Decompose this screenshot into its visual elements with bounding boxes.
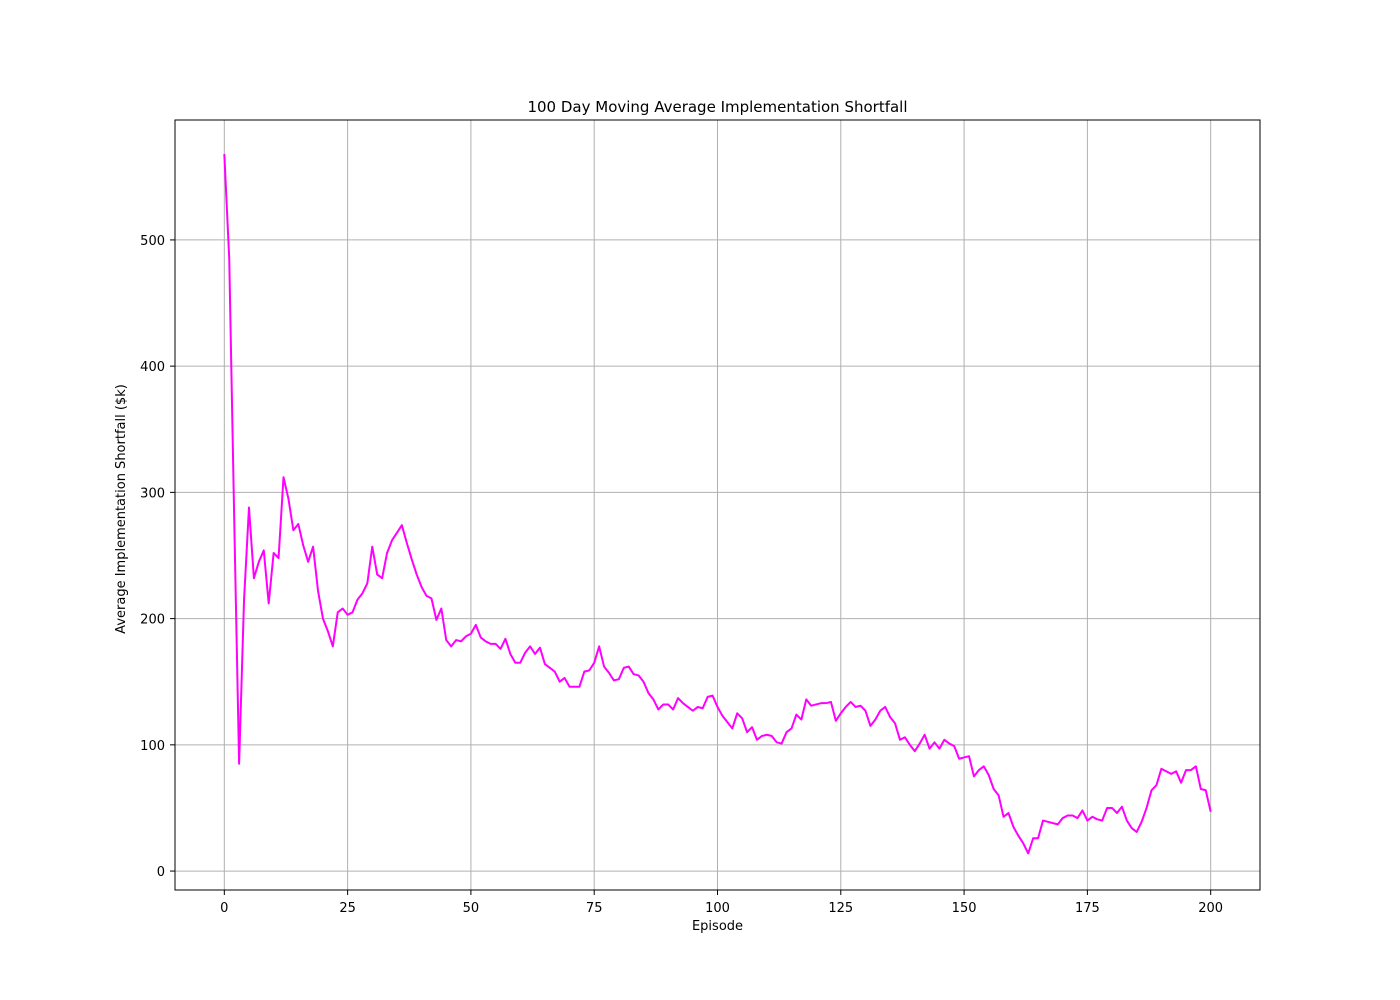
y-axis-ticks: 0 100 200 300 400 500 — [140, 234, 175, 880]
y-tick-label: 300 — [140, 486, 165, 501]
y-axis-title: Average Implementation Shortfall ($k) — [114, 384, 129, 634]
y-tick-label: 100 — [140, 739, 165, 754]
x-tick-label: 100 — [705, 901, 730, 916]
y-tick-label: 500 — [140, 234, 165, 249]
x-tick-label: 75 — [586, 901, 603, 916]
x-tick-label: 125 — [828, 901, 853, 916]
y-tick-label: 400 — [140, 360, 165, 375]
x-axis-title: Episode — [692, 919, 743, 934]
y-tick-label: 200 — [140, 613, 165, 628]
grid-lines — [175, 120, 1260, 890]
series-line-0 — [223, 154, 1212, 855]
x-tick-label: 25 — [339, 901, 356, 916]
x-tick-label: 50 — [463, 901, 480, 916]
y-tick-label: 0 — [157, 865, 165, 880]
x-tick-label: 150 — [952, 901, 977, 916]
x-tick-label: 175 — [1075, 901, 1100, 916]
x-axis-ticks: 0 25 50 75 100 125 150 175 200 — [220, 890, 1223, 916]
x-tick-label: 200 — [1198, 901, 1223, 916]
x-tick-label: 0 — [220, 901, 228, 916]
chart-title: 100 Day Moving Average Implementation Sh… — [527, 98, 907, 116]
